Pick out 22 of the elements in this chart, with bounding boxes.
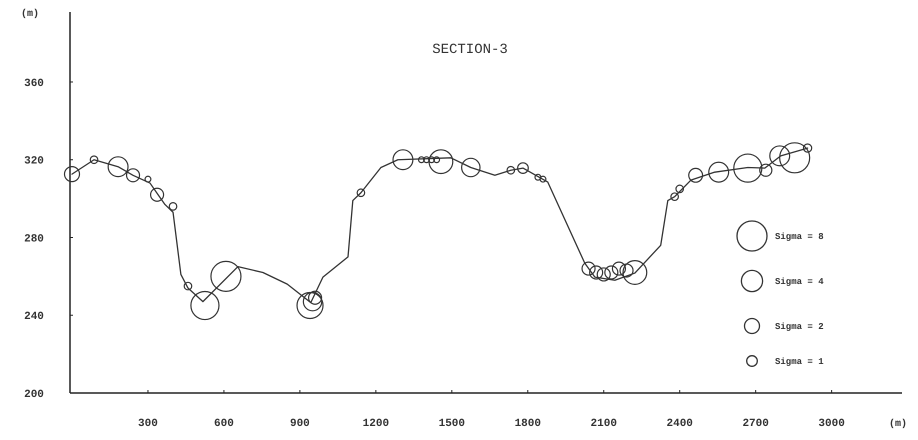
x-tick-label: 300	[138, 418, 158, 430]
x-tick-label: 1800	[514, 418, 541, 430]
y-tick-label: 320	[24, 156, 44, 168]
y-tick-label: 240	[24, 311, 44, 324]
x-tick-label: 2700	[742, 418, 769, 430]
x-tick-label: 600	[214, 418, 234, 430]
legend-label: Sigma = 2	[775, 322, 824, 332]
x-tick-label: 1500	[438, 418, 466, 430]
legend-label: Sigma = 8	[775, 232, 824, 242]
x-tick-label: 1200	[362, 418, 390, 430]
x-tick-label: 2100	[590, 418, 617, 430]
legend-label: Sigma = 4	[775, 277, 824, 288]
y-axis-title: (m)	[20, 8, 40, 20]
x-tick-label: 2400	[666, 418, 693, 430]
y-tick-label: 280	[24, 233, 44, 246]
legend-label: Sigma = 1	[775, 357, 824, 368]
x-tick-label: 3000	[818, 418, 845, 430]
text: SECTION-3	[432, 42, 508, 58]
y-tick-label: 360	[24, 78, 44, 90]
x-tick-label: 900	[290, 418, 310, 430]
y-tick-label: 200	[24, 388, 44, 401]
x-axis-title: (m)	[888, 418, 908, 430]
